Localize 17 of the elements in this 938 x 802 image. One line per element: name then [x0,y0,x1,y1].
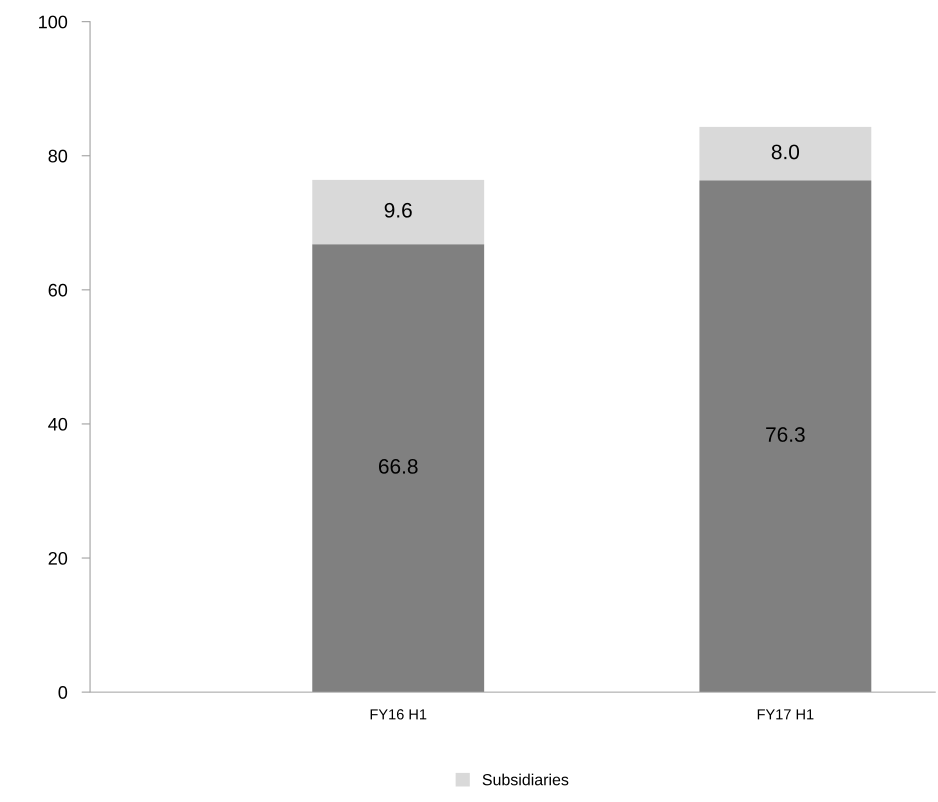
data-label: 66.8 [379,459,418,474]
y-tick-label: 0 [58,686,68,699]
bar [699,180,872,692]
legend-label: Subsidiaries [482,774,568,786]
data-label: 76.3 [766,427,805,442]
bar [699,126,872,181]
data-label: 9.6 [384,202,412,218]
y-tick-label: 100 [39,16,68,28]
x-tick-label: FY17 H1 [758,709,814,720]
y-tick-label: 20 [48,552,68,565]
bar [312,180,484,244]
bar [312,244,484,692]
y-tick-label: 60 [48,284,68,297]
data-label: 8.0 [772,144,800,160]
y-tick-label: 40 [48,418,68,431]
x-tick-label: FY16 H1 [370,709,426,720]
y-tick-label: 80 [48,150,68,162]
